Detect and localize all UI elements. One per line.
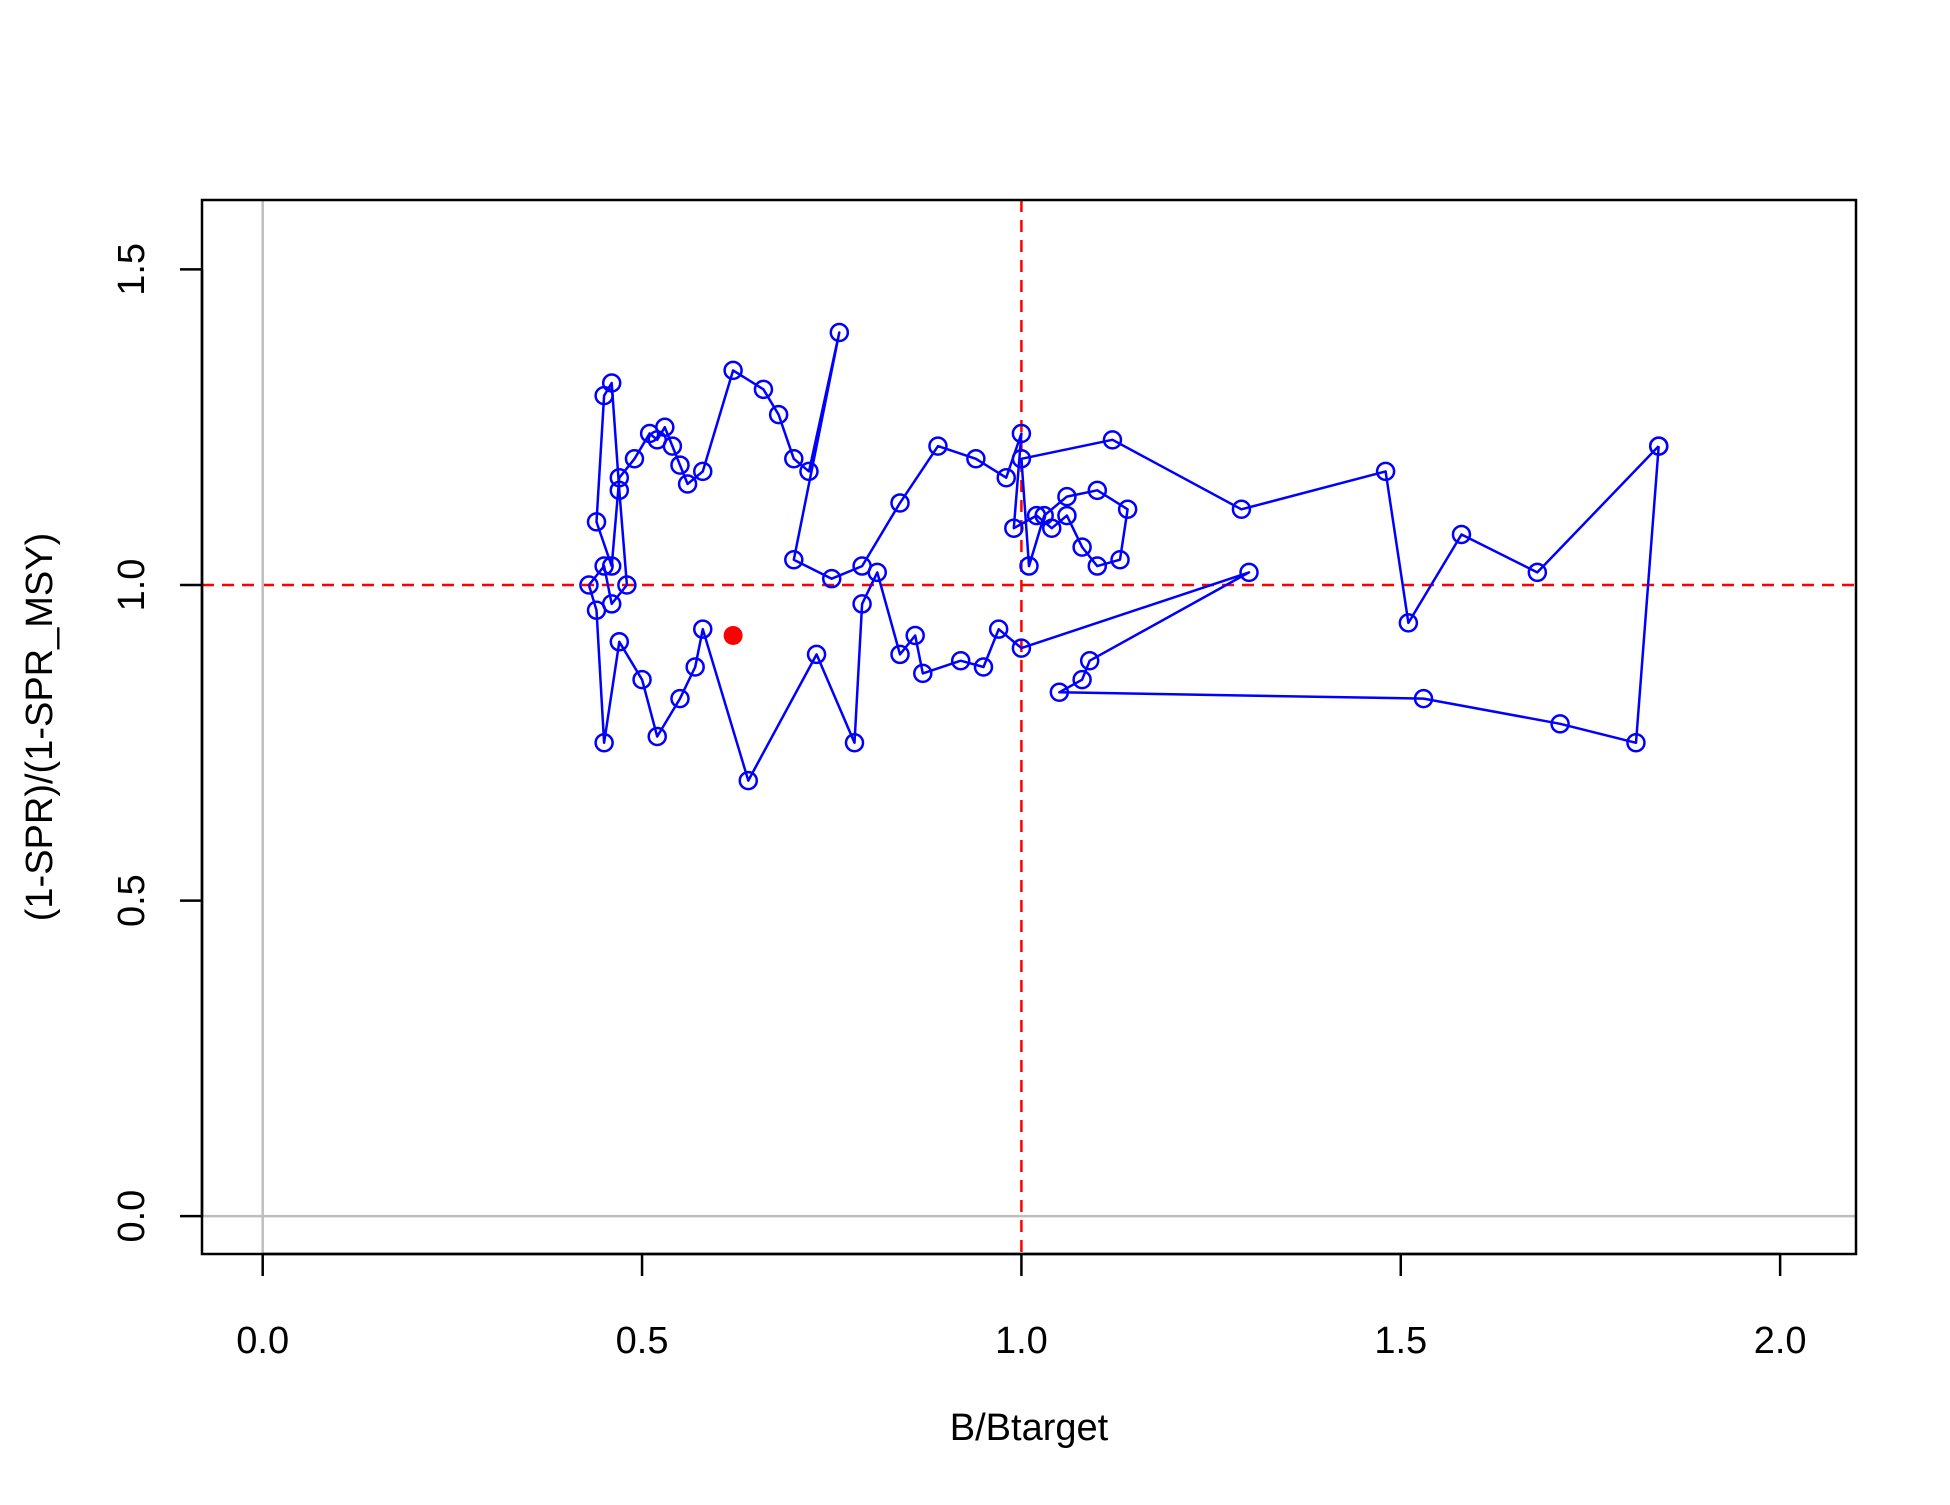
data-point (1550, 714, 1570, 734)
data-point (655, 417, 675, 437)
y-tick-label: 1.5 (111, 243, 153, 296)
y-tick-label: 0.0 (111, 1190, 153, 1243)
data-point (1087, 556, 1108, 576)
data-point (1034, 505, 1054, 526)
data-point (632, 669, 652, 690)
series-layer (579, 322, 1669, 791)
data-point (1079, 650, 1100, 671)
data-point (1049, 682, 1070, 703)
data-point (905, 625, 925, 646)
data-point (693, 461, 713, 482)
data-point (693, 619, 713, 639)
data-point (1527, 562, 1548, 583)
data-point (996, 467, 1016, 488)
data-point (829, 322, 850, 343)
x-tick-label: 1.0 (995, 1320, 1048, 1362)
data-point (1072, 537, 1092, 557)
data-point (1004, 518, 1024, 538)
data-point (624, 449, 645, 469)
data-point (594, 556, 614, 576)
x-tick-label: 1.5 (1374, 1320, 1427, 1362)
data-point (1626, 733, 1646, 753)
data-point (1231, 499, 1252, 520)
y-tick-label: 1.0 (111, 559, 153, 612)
x-tick-label: 0.0 (236, 1320, 289, 1362)
data-point (617, 575, 637, 595)
data-point (670, 455, 690, 475)
data-point (928, 436, 948, 456)
data-point (913, 663, 933, 684)
data-point (1057, 505, 1077, 526)
x-axis-label: B/Btarget (950, 1407, 1109, 1449)
y-axis-label: (1-SPR)/(1-SPR_MSY) (19, 533, 61, 922)
data-point (784, 549, 804, 570)
data-point (1102, 430, 1123, 450)
data-point (966, 449, 986, 469)
data-point (662, 436, 683, 456)
data-point (753, 379, 774, 400)
data-point (1117, 499, 1138, 520)
data-point (973, 657, 994, 677)
data-point (723, 360, 743, 381)
data-point (988, 619, 1009, 639)
data-point (1011, 638, 1032, 658)
reference-lines (202, 200, 1856, 1254)
series-line-0 (587, 331, 1660, 782)
data-point (586, 512, 607, 532)
data-point (594, 733, 614, 753)
data-point (890, 644, 910, 665)
data-point (1239, 562, 1259, 583)
x-axis: 0.0 0.5 1.0 1.5 2.0 (236, 1252, 1807, 1362)
data-point (1026, 505, 1047, 526)
data-point (806, 644, 827, 665)
highlight-layer (723, 625, 743, 645)
data-point (1451, 524, 1472, 545)
data-point (852, 556, 872, 576)
data-point (890, 493, 910, 513)
data-point (738, 770, 759, 791)
data-point (950, 650, 971, 671)
data-point (1087, 480, 1108, 501)
data-point (677, 474, 698, 494)
data-point (647, 726, 667, 747)
data-point (609, 480, 630, 501)
data-point (1648, 436, 1669, 456)
data-point (1072, 669, 1092, 690)
data-point (1413, 688, 1434, 709)
data-point (1375, 461, 1396, 482)
data-point (670, 688, 690, 709)
data-point (579, 575, 599, 595)
data-point (1057, 486, 1077, 507)
data-point (601, 556, 622, 576)
data-point (799, 461, 819, 482)
data-point (1011, 423, 1032, 444)
data-point (1019, 556, 1039, 576)
y-axis: 0.0 0.5 1.0 1.5 (111, 243, 204, 1243)
y-tick-label: 0.5 (111, 874, 153, 927)
data-point (594, 385, 614, 406)
data-point (1398, 613, 1419, 633)
data-point (685, 657, 705, 677)
x-tick-label: 2.0 (1754, 1320, 1807, 1362)
data-point (768, 404, 789, 425)
data-point (852, 594, 872, 614)
x-tick-label: 0.5 (616, 1320, 669, 1362)
data-point (1011, 449, 1032, 469)
data-point (601, 594, 622, 614)
data-point (1110, 549, 1130, 570)
data-point (609, 467, 630, 488)
data-point (844, 733, 865, 753)
data-point (821, 568, 842, 589)
plot-frame (200, 198, 1858, 1256)
data-point (609, 632, 630, 652)
highlight-point (723, 625, 743, 645)
data-point (784, 449, 804, 469)
